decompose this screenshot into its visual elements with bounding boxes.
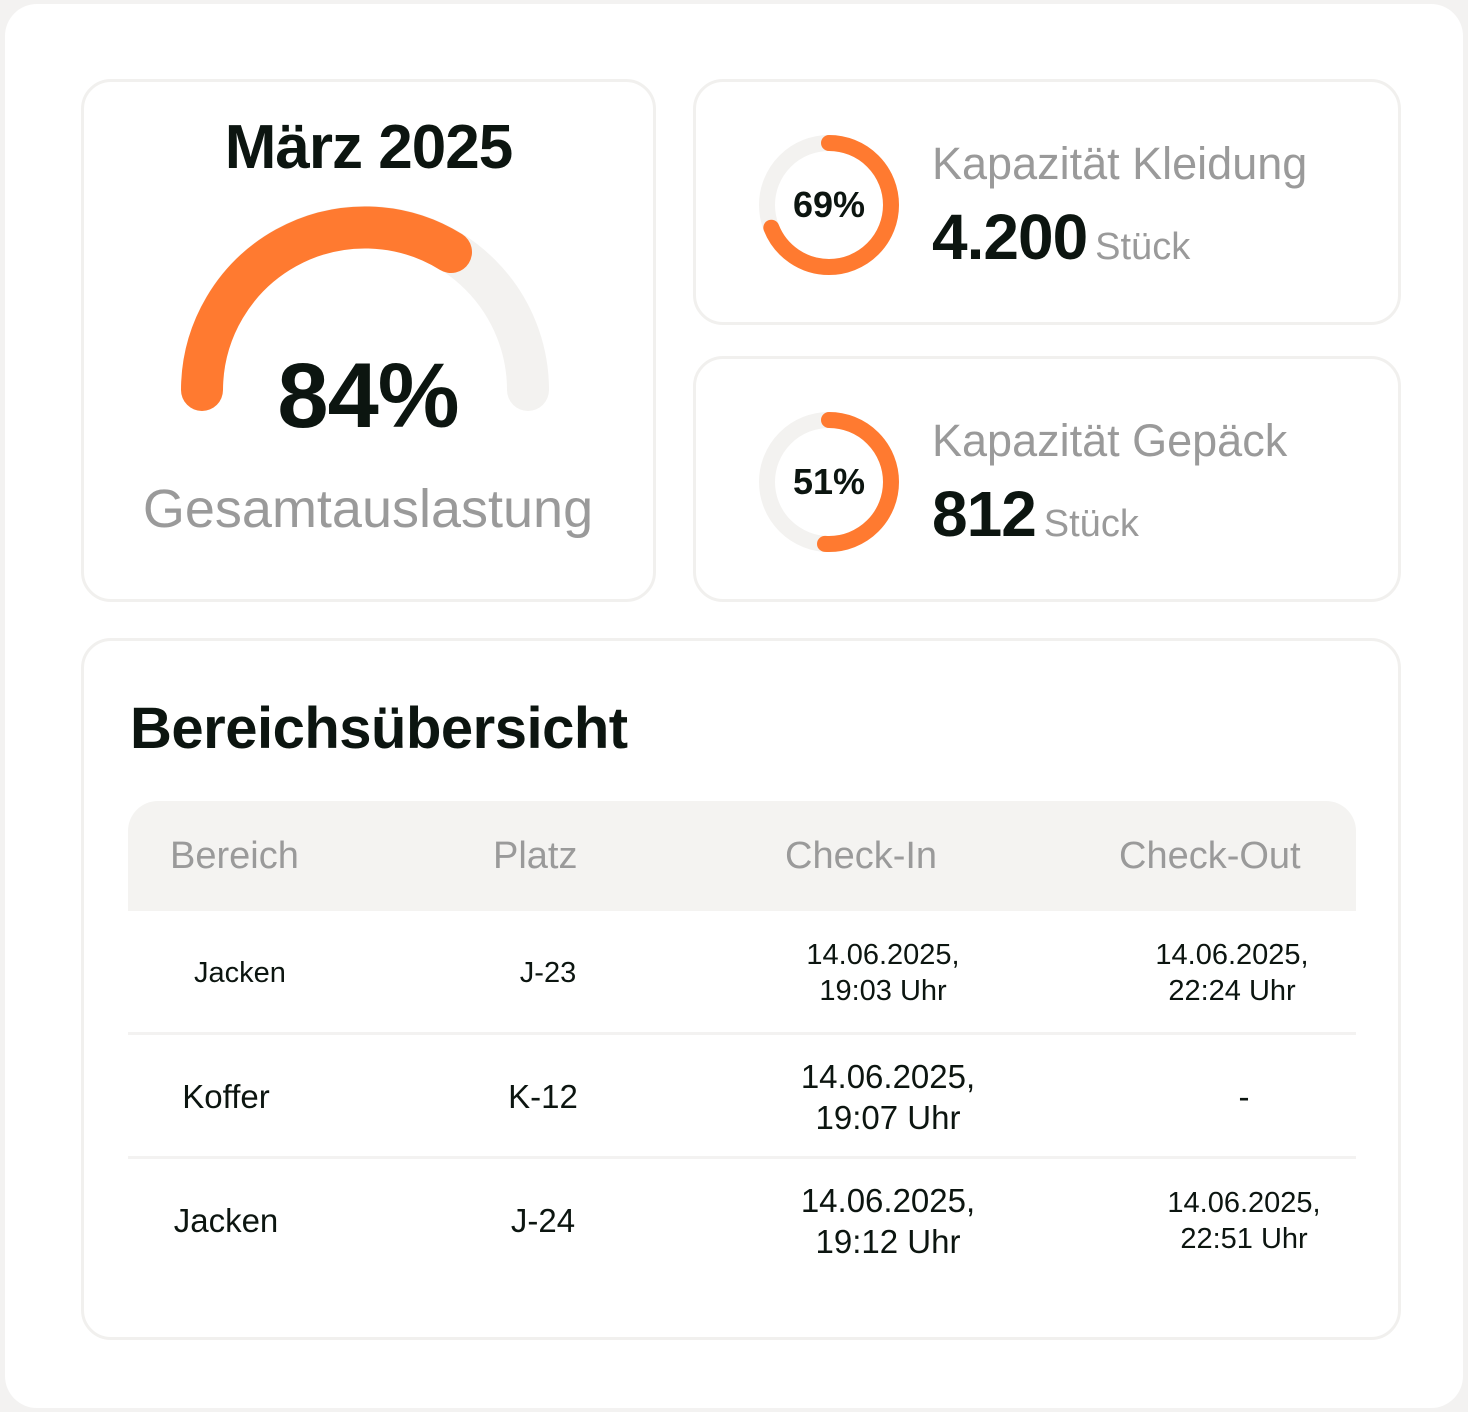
cell-bereich: Koffer — [182, 1078, 270, 1116]
cell-platz: J-23 — [519, 956, 577, 989]
cell-bereich: Jacken — [173, 1202, 279, 1240]
capacity-card-clothing: 69% Kapazität Kleidung 4.200 Stück — [693, 79, 1401, 325]
cell-platz: J-24 — [510, 1202, 576, 1240]
table-row[interactable]: Koffer K-12 14.06.2025, 19:07 Uhr - — [128, 1035, 1356, 1159]
cell-platz: K-12 — [508, 1078, 578, 1116]
capacity-value-clothing: 4.200 Stück — [932, 200, 1190, 274]
utilization-gauge-card: März 2025 84% Gesamtauslastung — [81, 79, 656, 602]
table-row[interactable]: Jacken J-24 14.06.2025, 19:12 Uhr 14.06.… — [128, 1159, 1356, 1283]
table-row[interactable]: Jacken J-23 14.06.2025, 19:03 Uhr 14.06.… — [128, 911, 1356, 1035]
capacity-percent-luggage: 51% — [792, 461, 866, 502]
cell-check-out: 14.06.2025, 22:24 Uhr — [1155, 938, 1309, 1007]
utilization-value: 84% — [277, 345, 459, 447]
gauge-fill — [181, 206, 472, 411]
capacity-number-clothing: 4.200 — [932, 201, 1088, 273]
capacity-unit-clothing: Stück — [1095, 226, 1191, 268]
capacity-ring-clothing — [759, 135, 899, 275]
capacity-value-luggage: 812 Stück — [932, 477, 1139, 551]
column-header-bereich[interactable]: Bereich — [170, 835, 299, 877]
utilization-gauge — [181, 206, 549, 411]
column-header-platz[interactable]: Platz — [493, 835, 578, 877]
capacity-percent-clothing: 69% — [792, 184, 866, 225]
utilization-label: Gesamtauslastung — [142, 479, 594, 539]
cell-check-out: - — [1238, 1078, 1250, 1116]
area-overview-table: Bereich Platz Check-In Check-Out Jacken … — [128, 801, 1356, 1283]
cell-bereich: Jacken — [194, 956, 286, 989]
capacity-ring-luggage — [759, 412, 899, 552]
capacity-title-luggage: Kapazität Gepäck — [932, 415, 1288, 466]
capacity-unit-luggage: Stück — [1043, 503, 1139, 545]
cell-check-in: 14.06.2025, 19:12 Uhr — [800, 1181, 976, 1260]
capacity-title-clothing: Kapazität Kleidung — [932, 138, 1308, 189]
table-title: Bereichsübersicht — [130, 696, 628, 761]
column-header-check-out[interactable]: Check-Out — [1119, 835, 1301, 877]
month-title: März 2025 — [224, 113, 513, 182]
cell-check-out: 14.06.2025, 22:51 Uhr — [1167, 1186, 1321, 1255]
dashboard-container: März 2025 84% Gesamtauslastung 69% Kapaz… — [5, 4, 1463, 1408]
table-header: Bereich Platz Check-In Check-Out — [128, 801, 1356, 911]
capacity-number-luggage: 812 — [932, 478, 1037, 550]
area-overview-card: Bereichsübersicht Bereich Platz Check-In… — [81, 638, 1401, 1340]
column-header-check-in[interactable]: Check-In — [785, 835, 938, 877]
capacity-card-luggage: 51% Kapazität Gepäck 812 Stück — [693, 356, 1401, 602]
cell-check-in: 14.06.2025, 19:03 Uhr — [806, 938, 960, 1007]
cell-check-in: 14.06.2025, 19:07 Uhr — [800, 1057, 976, 1136]
